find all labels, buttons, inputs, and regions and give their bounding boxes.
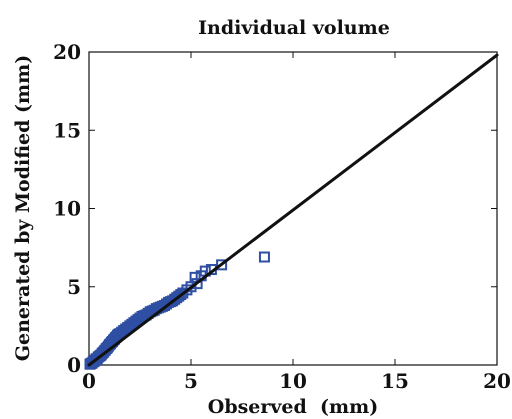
x-tick-label-15: 15 bbox=[381, 369, 409, 393]
x-axis-label: Observed (mm) bbox=[208, 396, 378, 418]
y-tick-label-20: 20 bbox=[53, 40, 81, 64]
y-axis-tick-labels: 0 5 10 15 20 bbox=[53, 40, 81, 377]
y-axis-label: Generated by Modified (mm) bbox=[12, 55, 34, 361]
x-tick-label-10: 10 bbox=[279, 369, 307, 393]
x-tick-label-0: 0 bbox=[82, 369, 96, 393]
y-tick-label-0: 0 bbox=[67, 353, 81, 377]
x-axis-tick-labels: 0 5 10 15 20 bbox=[82, 369, 511, 393]
x-tick-label-20: 20 bbox=[483, 369, 511, 393]
scatter-point-63 bbox=[189, 271, 201, 283]
y-tick-label-15: 15 bbox=[53, 118, 81, 142]
fit-line bbox=[87, 53, 499, 367]
x-tick-label-5: 5 bbox=[184, 369, 198, 393]
chart-title: Individual volume bbox=[198, 17, 390, 39]
scatter-point-69 bbox=[258, 251, 270, 263]
y-tick-label-5: 5 bbox=[67, 275, 81, 299]
scatter-point-68 bbox=[216, 259, 228, 271]
y-tick-label-10: 10 bbox=[53, 197, 81, 221]
